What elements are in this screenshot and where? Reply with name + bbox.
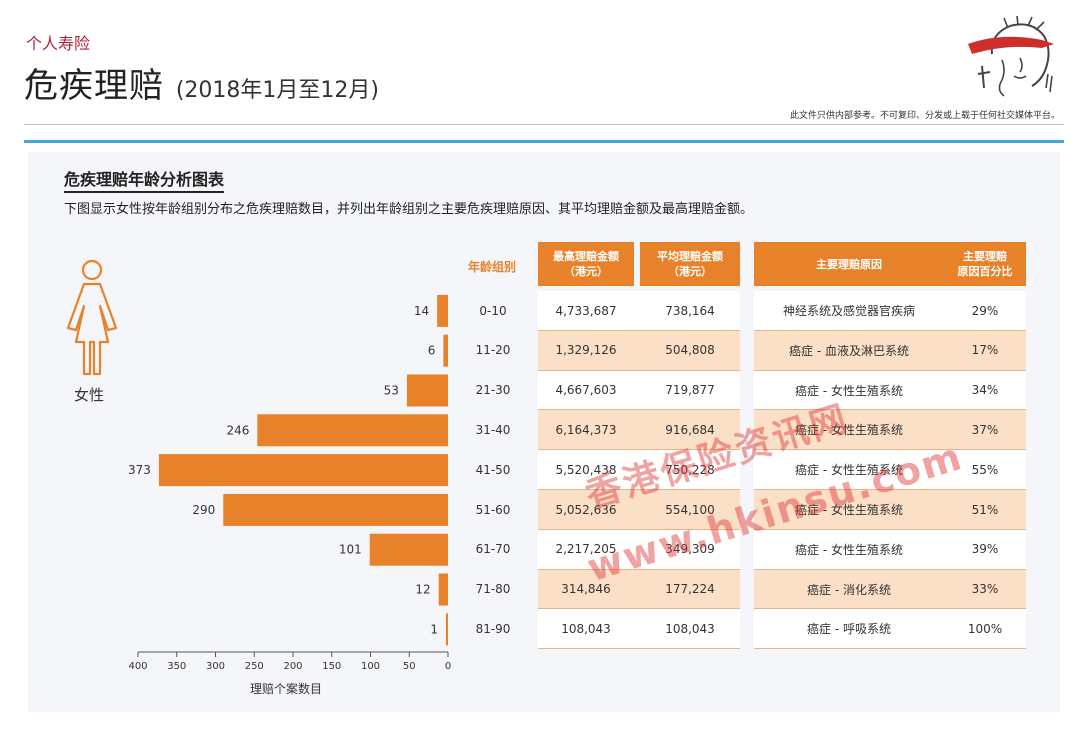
row-divider [538, 528, 740, 530]
age-group-cell: 81-90 [475, 621, 511, 636]
avg-claim-header: 平均理赔金额 （港元） [640, 242, 740, 286]
row-divider [538, 648, 740, 650]
section-title: 危疾理赔年龄分析图表 [64, 166, 225, 193]
max-claim-cell: 5,520,438 [555, 462, 617, 477]
row-divider [754, 648, 1026, 650]
gender-label: 女性 [74, 386, 105, 404]
row-divider [538, 329, 740, 331]
table-row-cause-bg [754, 609, 1026, 649]
row-divider [538, 449, 740, 451]
max-claim-cell: 108,043 [561, 621, 611, 636]
row-divider [538, 409, 740, 411]
avg-claim-cell: 916,684 [665, 422, 715, 437]
age-group-header: 年龄组别 [467, 260, 516, 274]
row-divider [754, 489, 1026, 490]
x-axis-label: 理赔个案数目 [250, 682, 323, 696]
row-divider [538, 489, 740, 490]
row-divider [538, 369, 740, 371]
max-claim-cell: 314,846 [561, 582, 611, 597]
main-cause-cell: 癌症 - 女性生殖系统 [795, 503, 903, 517]
row-divider [538, 608, 740, 610]
category-label: 个人寿险 [26, 34, 91, 53]
age-group-cell: 41-50 [475, 462, 511, 477]
table-row-amounts-bg [538, 490, 740, 529]
main-cause-cell: 癌症 - 呼吸系统 [807, 622, 891, 637]
main-cause-cell: 癌症 - 女性生殖系统 [795, 542, 903, 557]
age-group-cell: 71-80 [475, 582, 511, 597]
max-claim-cell: 6,164,373 [555, 422, 617, 437]
cause-percentage-cell: 17% [971, 343, 999, 358]
cause-percentage-cell: 39% [971, 542, 999, 557]
row-divider [754, 568, 1026, 570]
main-cause-cell: 癌症 - 女性生殖系统 [795, 423, 903, 438]
main-cause-cell: 癌症 - 女性生殖系统 [795, 383, 903, 398]
row-divider [754, 449, 1026, 451]
table-row-cause-bg [754, 330, 1026, 370]
row-divider [754, 409, 1026, 411]
cause-percentage-cell: 29% [971, 303, 999, 318]
cause-percentage-header: 主要理赔 原因百分比 [944, 242, 1026, 286]
table-row-amounts-bg [538, 410, 740, 450]
cause-percentage-cell: 100% [967, 621, 1003, 636]
cause-percentage-cell: 34% [971, 383, 999, 398]
table-row-amounts-bg [538, 569, 740, 609]
max-claim-cell: 1,329,126 [555, 343, 617, 358]
main-cause-header: 主要理赔原因 [754, 242, 944, 286]
section-description: 下图显示女性按年龄组别分布之危疾理赔数目，并列出年龄组别之主要危疾理赔原因、其平… [64, 202, 754, 217]
table-row-cause-bg [754, 370, 1026, 410]
max-claim-cell: 4,733,687 [555, 303, 617, 318]
main-cause-cell: 癌症 - 消化系统 [807, 582, 891, 597]
table-row-cause-bg [754, 450, 1026, 490]
brand-head-logo-icon [968, 15, 1054, 97]
main-cause-cell: 癌症 - 血液及淋巴系统 [789, 343, 909, 358]
cause-percentage-cell: 33% [971, 582, 999, 597]
row-divider [754, 329, 1026, 331]
avg-claim-cell: 554,100 [665, 502, 715, 517]
disclaimer-text: 此文件只供内部参考。不可复印、分发或上载于任何社交媒体平台。 [789, 111, 1060, 121]
row-divider [538, 568, 740, 570]
table-row-cause-bg [754, 490, 1026, 529]
age-group-cell: 61-70 [475, 542, 511, 557]
avg-claim-cell: 108,043 [665, 621, 715, 636]
page-title-period: (2018年1月至12月) [175, 78, 379, 103]
age-group-cell: 21-30 [475, 383, 511, 398]
max-claim-cell: 4,667,603 [555, 383, 617, 398]
max-claim-header: 最高理赔金额 （港元） [538, 242, 634, 286]
page-title-main: 危疾理赔 [24, 66, 164, 106]
main-cause-cell: 癌症 - 女性生殖系统 [795, 463, 903, 478]
table-row-cause-bg [754, 291, 1026, 330]
age-group-cell: 11-20 [475, 343, 511, 358]
table-row-cause-bg [754, 529, 1026, 569]
max-claim-cell: 5,052,636 [555, 502, 617, 517]
table-row-amounts-bg [538, 330, 740, 370]
header-divider [24, 124, 1064, 125]
table-row-amounts-bg [538, 609, 740, 649]
avg-claim-cell: 719,877 [665, 383, 715, 398]
cause-percentage-cell: 55% [971, 462, 999, 477]
age-group-cell: 31-40 [475, 422, 511, 437]
row-divider [754, 528, 1026, 530]
row-divider [754, 608, 1026, 610]
row-divider [754, 369, 1026, 371]
table-row-amounts-bg [538, 370, 740, 410]
table-row-amounts-bg [538, 291, 740, 330]
cause-percentage-cell: 37% [971, 422, 999, 437]
female-figure-icon [66, 259, 118, 376]
avg-claim-cell: 349,309 [665, 542, 715, 557]
avg-claim-cell: 750,228 [665, 462, 715, 477]
age-group-cell: 0-10 [479, 303, 507, 318]
table-row-amounts-bg [538, 529, 740, 569]
table-row-amounts-bg [538, 450, 740, 490]
page-title: 危疾理赔 (2018年1月至12月) [24, 58, 379, 107]
avg-claim-cell: 738,164 [665, 303, 715, 318]
age-group-cell: 51-60 [475, 502, 511, 517]
avg-claim-cell: 504,808 [665, 343, 715, 358]
accent-divider [24, 140, 1064, 143]
table-row-cause-bg [754, 569, 1026, 609]
table-row-cause-bg [754, 410, 1026, 450]
max-claim-cell: 2,217,205 [555, 542, 617, 557]
main-cause-cell: 神经系统及感觉器官疾病 [782, 304, 915, 318]
avg-claim-cell: 177,224 [665, 582, 715, 597]
cause-percentage-cell: 51% [971, 502, 999, 517]
